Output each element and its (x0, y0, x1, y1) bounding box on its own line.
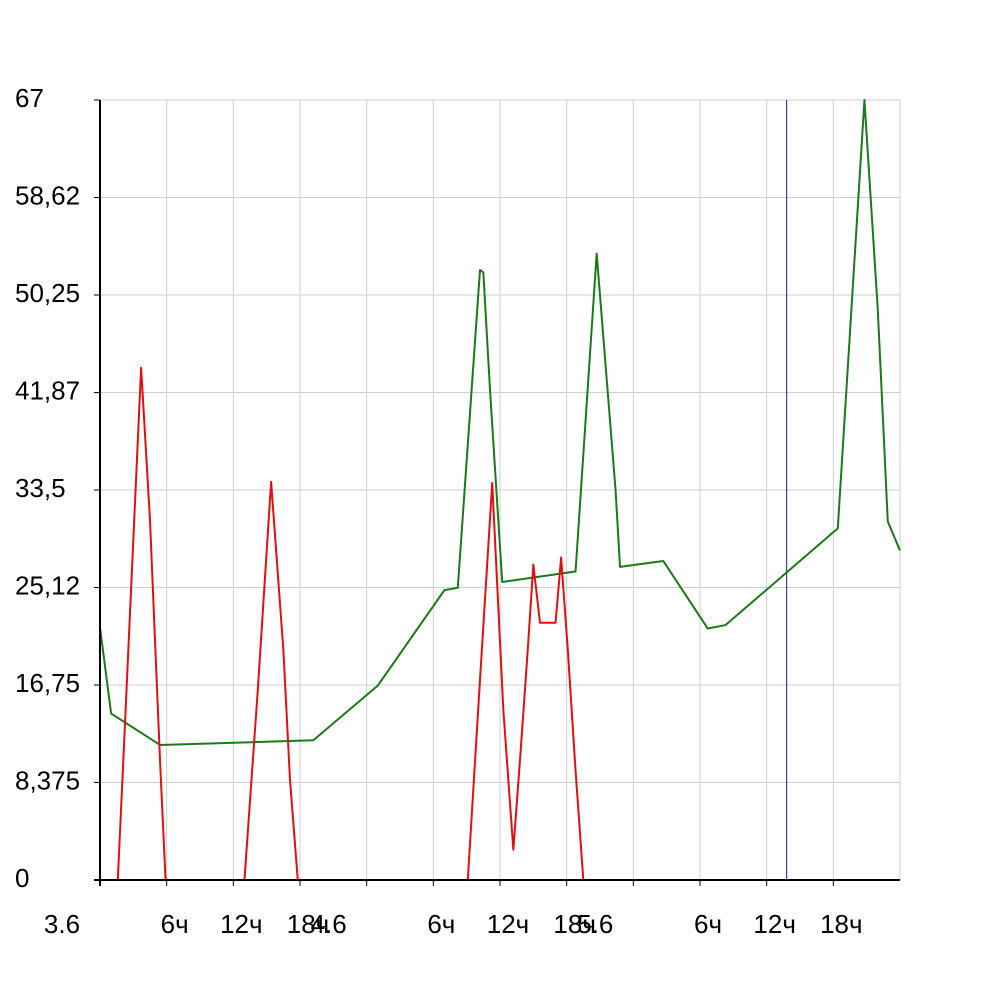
series-line (99, 99, 901, 746)
x-tick-label: 6ч (427, 909, 455, 939)
y-tick-label: 50,25 (15, 278, 80, 308)
x-tick-label: 6ч (694, 909, 722, 939)
x-tick-label: 12ч (487, 909, 529, 939)
x-tick-label: 3.6 (44, 909, 80, 939)
x-tick-label: 18ч (287, 909, 329, 939)
x-tick-label: 18ч (553, 909, 595, 939)
x-tick-label: 12ч (220, 909, 262, 939)
y-tick-label: 8,375 (15, 765, 80, 795)
y-tick-label: 16,75 (15, 668, 80, 698)
y-tick-label: 0 (15, 863, 29, 893)
x-tick-label: 12ч (753, 909, 795, 939)
y-tick-label: 41,87 (15, 375, 80, 405)
x-tick-label: 6ч (161, 909, 189, 939)
x-tick-label: 18ч (820, 909, 862, 939)
x-tick-label: 4.6 (311, 909, 347, 939)
y-tick-label: 25,12 (15, 570, 80, 600)
x-tick-label: 5.6 (577, 909, 613, 939)
y-tick-label: 33,5 (15, 473, 66, 503)
y-tick-label: 67 (15, 83, 44, 113)
y-tick-label: 58,62 (15, 180, 80, 210)
series-line (100, 366, 900, 881)
